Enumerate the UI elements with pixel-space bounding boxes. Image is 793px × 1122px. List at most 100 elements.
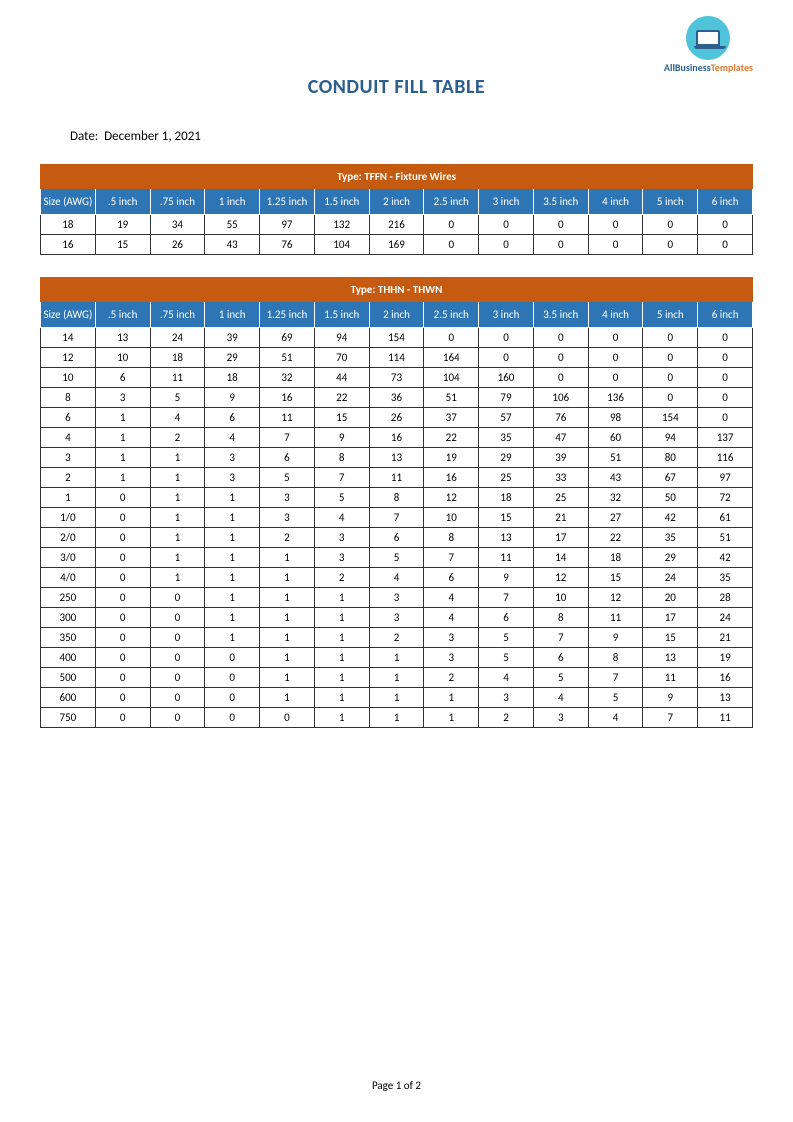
table-cell: 1 — [150, 568, 205, 588]
table-cell: 6 — [205, 408, 260, 428]
table-cell: 116 — [698, 448, 753, 468]
table-cell: 1 — [314, 588, 369, 608]
table-cell: 5 — [479, 648, 534, 668]
table-cell: 42 — [643, 508, 698, 528]
table-row: 311368131929395180116 — [41, 448, 753, 468]
table-cell: 28 — [698, 588, 753, 608]
table-cell: 1 — [260, 608, 315, 628]
table-cell: 6 — [369, 528, 424, 548]
table-cell: 8 — [41, 388, 96, 408]
table-cell: 26 — [150, 235, 205, 255]
table-cell: 11 — [479, 548, 534, 568]
logo-text: AllBusinessTemplates — [664, 62, 753, 73]
table-cell: 1 — [205, 528, 260, 548]
table-cell: 6 — [479, 608, 534, 628]
table-cell: 22 — [424, 428, 479, 448]
table-cell: 72 — [698, 488, 753, 508]
table-cell: 12 — [588, 588, 643, 608]
column-header: 6 inch — [698, 302, 753, 328]
table-cell: 132 — [314, 215, 369, 235]
table-cell: 0 — [533, 348, 588, 368]
table-cell: 5 — [150, 388, 205, 408]
table-cell: 0 — [698, 368, 753, 388]
column-header: 1 inch — [205, 189, 260, 215]
table-cell: 0 — [95, 708, 150, 728]
table-row: 8359162236517910613600 — [41, 388, 753, 408]
table-cell: 2 — [479, 708, 534, 728]
table-cell: 1 — [41, 488, 96, 508]
table-cell: 47 — [533, 428, 588, 448]
table-cell: 0 — [95, 488, 150, 508]
table-cell: 11 — [643, 668, 698, 688]
column-header: 2 inch — [369, 189, 424, 215]
table-cell: 5 — [479, 628, 534, 648]
date-row: Date: December 1, 2021 — [70, 129, 753, 144]
table-cell: 0 — [588, 368, 643, 388]
column-header: 2.5 inch — [424, 302, 479, 328]
table-cell: 1 — [260, 648, 315, 668]
table-cell: 43 — [205, 235, 260, 255]
table-cell: 1 — [369, 708, 424, 728]
table-row: 6146111526375776981540 — [41, 408, 753, 428]
table-cell: 600 — [41, 688, 96, 708]
table-cell: 5 — [533, 668, 588, 688]
column-header: 2.5 inch — [424, 189, 479, 215]
table-cell: 350 — [41, 628, 96, 648]
table-cell: 0 — [643, 215, 698, 235]
table-cell: 4 — [588, 708, 643, 728]
table-cell: 29 — [479, 448, 534, 468]
table-cell: 1 — [260, 668, 315, 688]
table-cell: 8 — [588, 648, 643, 668]
column-header: .5 inch — [95, 302, 150, 328]
table-cell: 3 — [95, 388, 150, 408]
table-cell: 55 — [205, 215, 260, 235]
table-cell: 1 — [369, 688, 424, 708]
table-cell: 25 — [479, 468, 534, 488]
table-row: 1615264376104169000000 — [41, 235, 753, 255]
date-label: Date: — [70, 129, 98, 144]
table-cell: 0 — [150, 608, 205, 628]
table-cell: 8 — [314, 448, 369, 468]
table-row: 412479162235476094137 — [41, 428, 753, 448]
table-cell: 97 — [260, 215, 315, 235]
table-cell: 15 — [588, 568, 643, 588]
table-cell: 2 — [369, 628, 424, 648]
table-cell: 7 — [424, 548, 479, 568]
table-cell: 11 — [588, 608, 643, 628]
column-header: 4 inch — [588, 302, 643, 328]
table-cell: 35 — [698, 568, 753, 588]
table-cell: 51 — [260, 348, 315, 368]
table-row: 6000001111345913 — [41, 688, 753, 708]
table-cell: 1 — [205, 588, 260, 608]
column-header: .75 inch — [150, 302, 205, 328]
table-cell: 15 — [314, 408, 369, 428]
table-cell: 0 — [150, 688, 205, 708]
table-cell: 33 — [533, 468, 588, 488]
table-cell: 4 — [533, 688, 588, 708]
table-cell: 3 — [479, 688, 534, 708]
table-cell: 1 — [369, 648, 424, 668]
table-cell: 1 — [150, 548, 205, 568]
table-cell: 160 — [479, 368, 534, 388]
table-cell: 3 — [314, 528, 369, 548]
column-header: Size (AWG) — [41, 189, 96, 215]
table-row: 3/001113571114182942 — [41, 548, 753, 568]
table-cell: 0 — [205, 688, 260, 708]
table-cell: 35 — [479, 428, 534, 448]
table-cell: 11 — [260, 408, 315, 428]
table-cell: 1 — [260, 688, 315, 708]
table-cell: 750 — [41, 708, 96, 728]
table-row: 1819345597132216000000 — [41, 215, 753, 235]
table-cell: 70 — [314, 348, 369, 368]
table-cell: 0 — [479, 235, 534, 255]
table-cell: 0 — [205, 668, 260, 688]
table-cell: 8 — [533, 608, 588, 628]
table-cell: 1 — [205, 568, 260, 588]
table-cell: 0 — [698, 235, 753, 255]
table-cell: 16 — [424, 468, 479, 488]
table-cell: 29 — [643, 548, 698, 568]
table-cell: 39 — [205, 328, 260, 348]
table-cell: 16 — [698, 668, 753, 688]
column-header: 1.25 inch — [260, 189, 315, 215]
table-cell: 0 — [260, 708, 315, 728]
